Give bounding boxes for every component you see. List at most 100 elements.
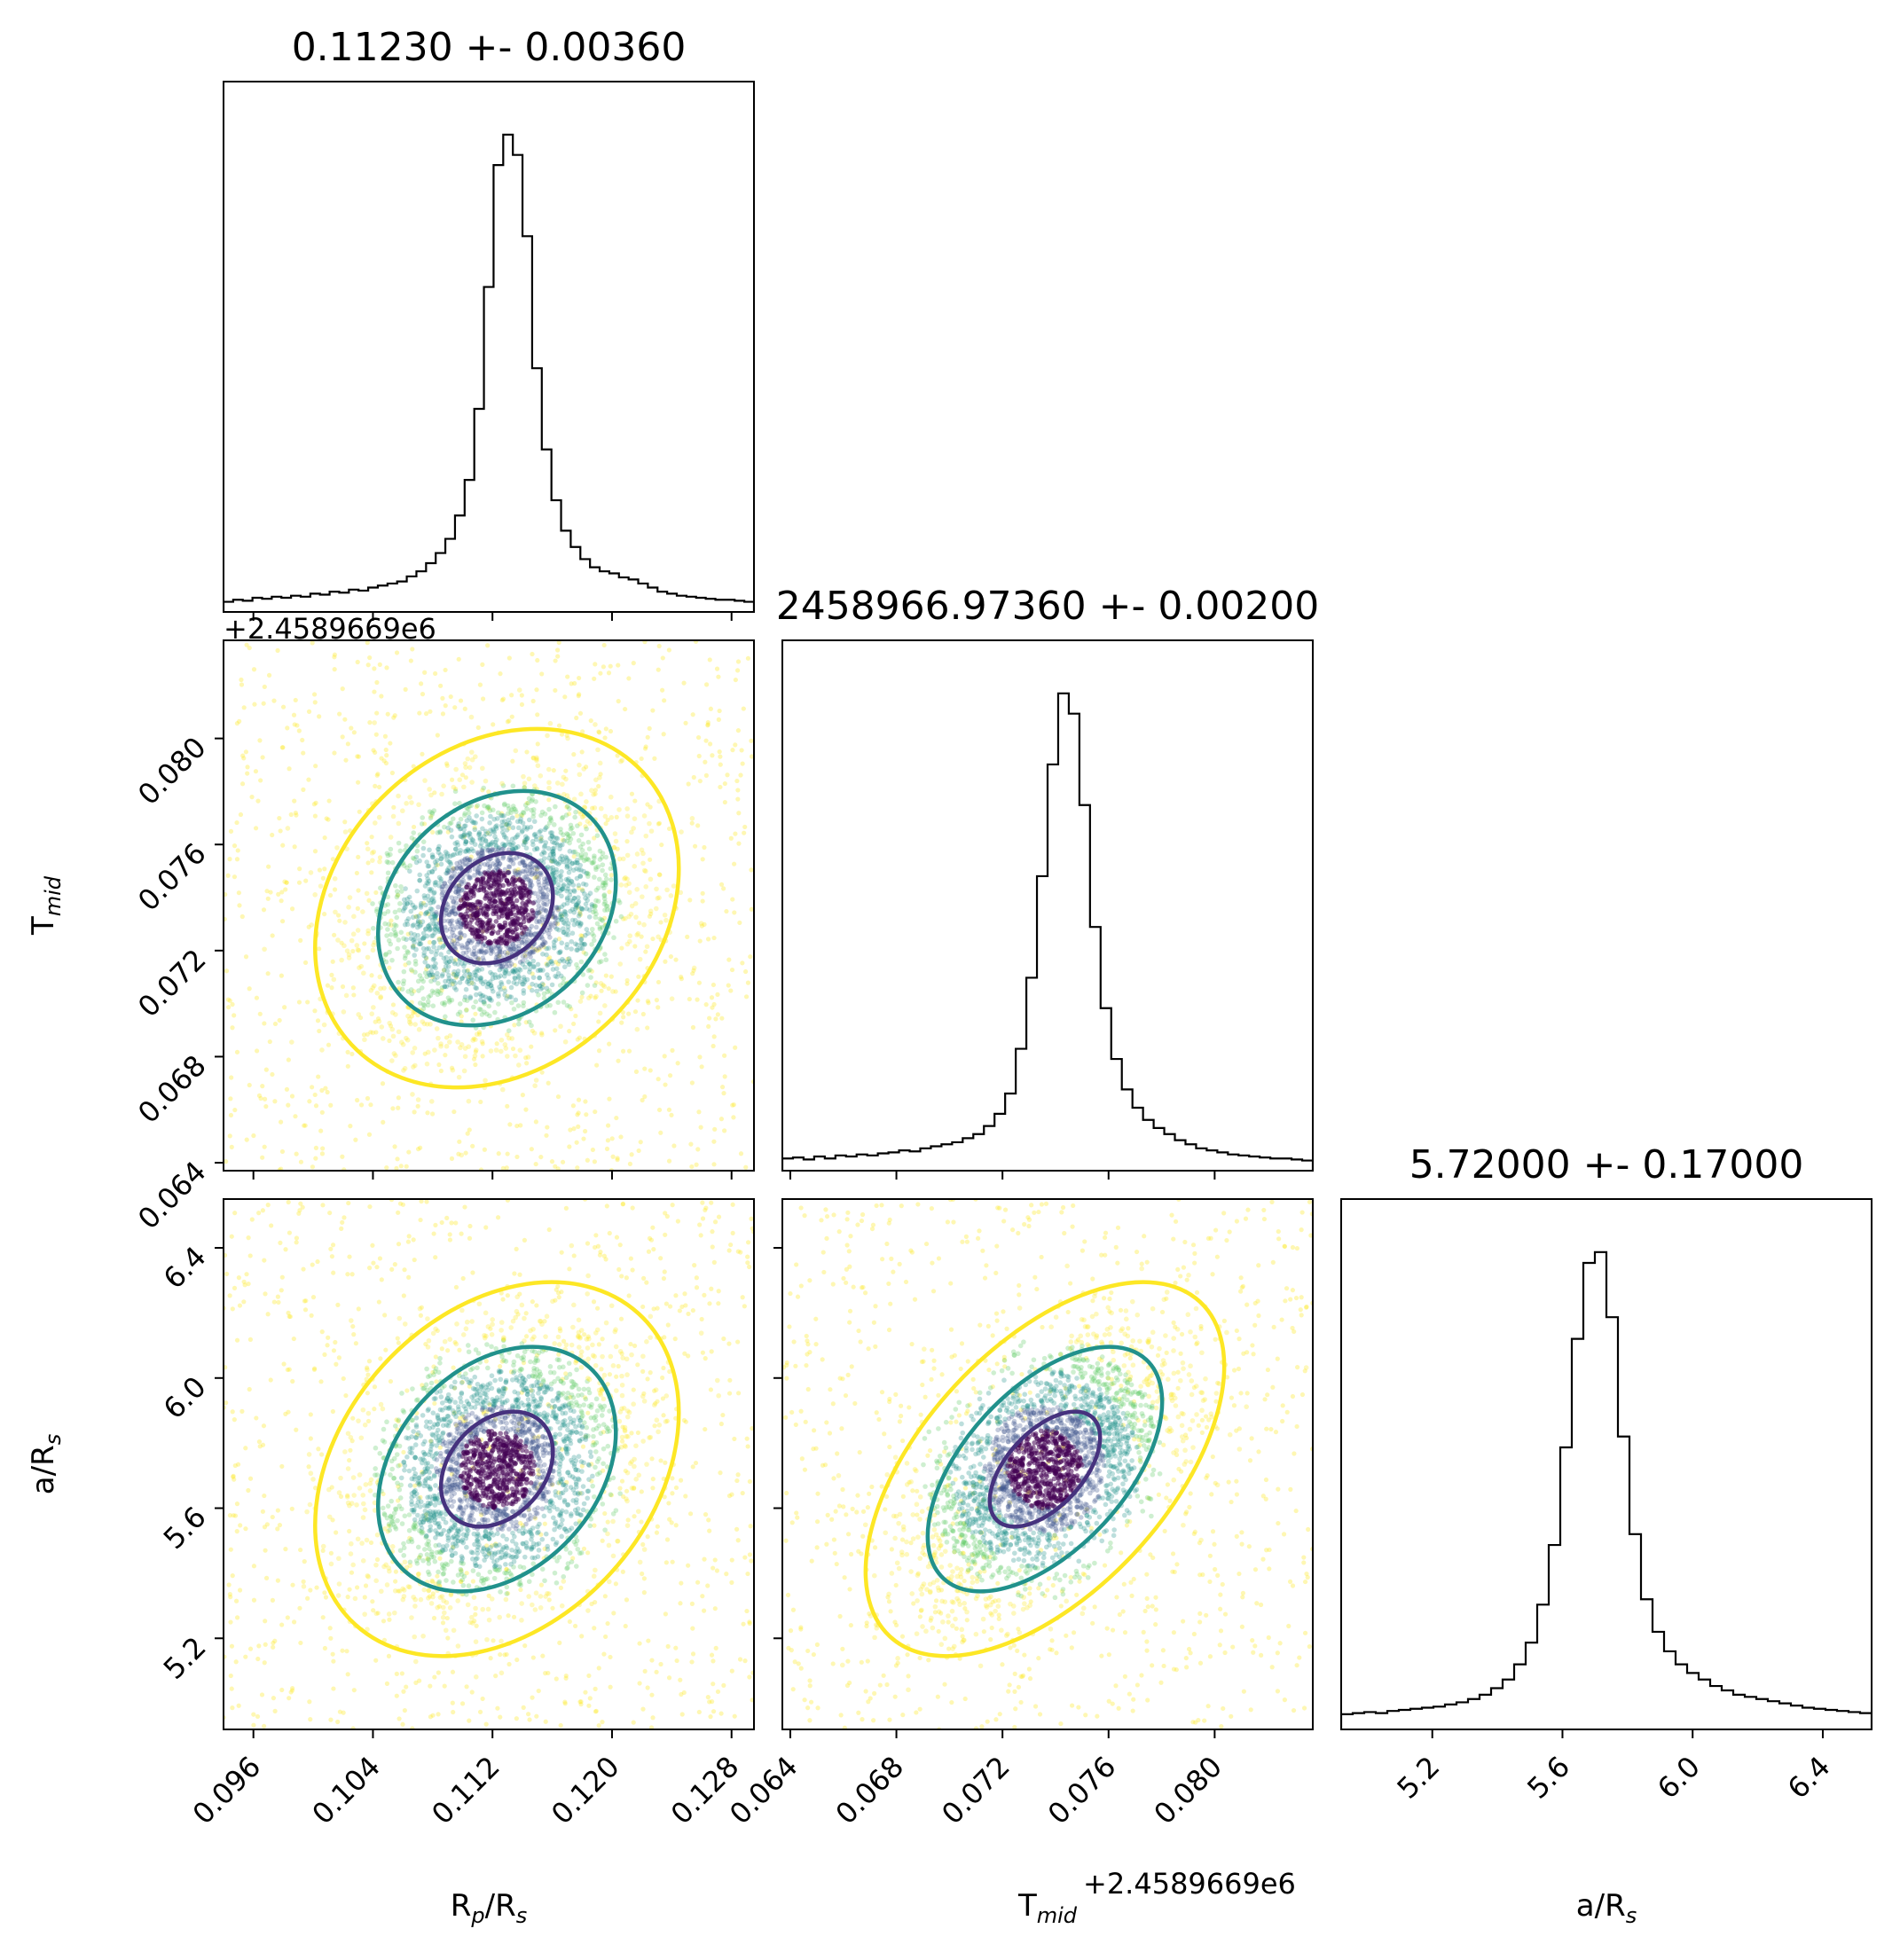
scatter-point <box>412 989 417 994</box>
scatter-point <box>553 658 558 663</box>
histogram-step-rp <box>224 133 754 612</box>
scatter-point <box>377 1256 383 1261</box>
scatter-point <box>690 1024 696 1031</box>
scatter-point <box>700 1350 705 1355</box>
scatter-point <box>398 883 404 890</box>
scatter-point <box>663 1082 668 1087</box>
scatter-point <box>367 720 373 725</box>
scatter-point <box>469 780 475 785</box>
scatter-point <box>350 985 356 991</box>
scatter-point <box>567 1144 572 1149</box>
scatter-point <box>393 1579 398 1584</box>
scatter-point <box>343 1392 349 1399</box>
scatter-point <box>529 987 535 993</box>
scatter-point <box>709 1349 714 1354</box>
scatter-point <box>615 846 620 851</box>
scatter-point <box>624 806 630 811</box>
scatter-point <box>484 844 491 850</box>
scatter-point <box>575 860 580 866</box>
scatter-point <box>569 860 576 866</box>
scatter-point <box>378 1356 383 1361</box>
scatter-point <box>600 867 605 874</box>
scatter-point <box>411 830 417 835</box>
scatter-point <box>529 950 534 955</box>
scatter-point <box>327 1626 333 1631</box>
scatter-point <box>238 811 244 818</box>
scatter-point <box>576 898 582 905</box>
scatter-point <box>495 953 501 960</box>
scatter-point <box>446 912 452 918</box>
scatter-point <box>491 881 497 887</box>
scatter-point <box>643 949 648 954</box>
scatter-point <box>722 780 727 787</box>
scatter-point <box>553 1164 558 1169</box>
scatter-point <box>647 913 652 919</box>
scatter-point <box>466 848 472 854</box>
scatter-point <box>499 1086 506 1093</box>
scatter-point <box>481 696 486 702</box>
scatter-point <box>387 1038 392 1044</box>
scatter-point <box>499 898 504 904</box>
scatter-point <box>519 939 525 945</box>
scatter-point <box>427 939 432 945</box>
scatter-point <box>607 1372 613 1377</box>
scatter-point <box>455 890 461 897</box>
scatter-point <box>629 1152 634 1157</box>
scatter-point <box>577 921 584 927</box>
scatter-point <box>514 1246 519 1251</box>
scatter-point <box>405 916 412 921</box>
scatter-point <box>450 867 455 874</box>
scatter-point <box>330 1408 335 1415</box>
scatter-point <box>232 1513 239 1518</box>
scatter-point <box>394 889 400 894</box>
scatter-point <box>422 670 428 675</box>
scatter-point <box>458 847 463 853</box>
scatter-point <box>711 1162 717 1167</box>
scatter-point <box>427 869 432 875</box>
scatter-point <box>707 1301 712 1306</box>
scatter-point <box>552 920 558 926</box>
scatter-point <box>501 874 507 880</box>
scatter-point <box>332 932 337 937</box>
scatter-point <box>450 1669 456 1674</box>
scatter-point <box>465 846 470 852</box>
scatter-point <box>431 921 437 927</box>
scatter-point <box>553 960 559 965</box>
scatter-point <box>320 875 326 881</box>
scatter-point <box>633 914 639 920</box>
scatter-point <box>645 734 650 740</box>
scatter-point <box>341 1009 347 1015</box>
scatter-point <box>583 951 589 957</box>
scatter-point <box>563 768 569 773</box>
scatter-point <box>414 913 420 920</box>
scatter-point <box>546 945 552 951</box>
scatter-point <box>435 975 440 980</box>
scatter-point <box>308 870 314 875</box>
scatter-point <box>544 901 550 907</box>
scatter-point <box>513 844 519 851</box>
scatter-point <box>576 866 582 873</box>
scatter-point <box>407 868 412 874</box>
scatter-point <box>412 939 417 945</box>
scatter-point <box>312 849 318 854</box>
scatter-point <box>605 817 610 823</box>
scatter-point <box>456 917 462 923</box>
scatter-point <box>428 921 433 928</box>
scatter-point <box>415 1103 420 1109</box>
scatter-point <box>524 1061 530 1066</box>
scatter-point <box>396 1462 401 1469</box>
scatter-point <box>429 988 436 994</box>
scatter-point <box>406 1234 412 1239</box>
scatter-point <box>467 1127 472 1133</box>
scatter-point <box>696 1709 702 1715</box>
scatter-point <box>538 1605 544 1611</box>
scatter-point <box>600 851 606 856</box>
scatter-point <box>648 911 654 917</box>
scatter-point <box>653 906 659 912</box>
scatter-point <box>489 847 495 853</box>
scatter-point <box>529 1147 534 1152</box>
scatter-point <box>388 1023 394 1029</box>
scatter-point <box>640 860 646 866</box>
scatter-point <box>356 1306 361 1312</box>
scatter-point <box>486 945 491 950</box>
